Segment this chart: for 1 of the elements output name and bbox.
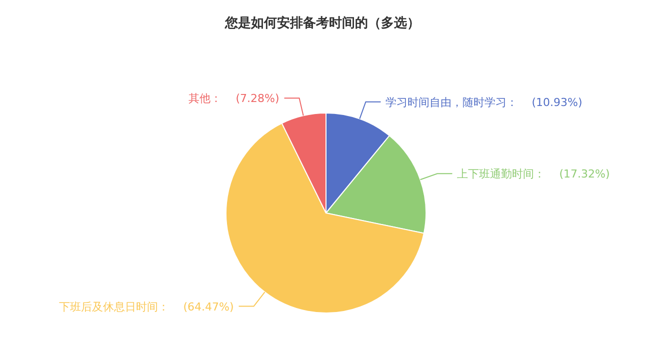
title: 您是如何安排备考时间的（多选） xyxy=(225,16,420,31)
